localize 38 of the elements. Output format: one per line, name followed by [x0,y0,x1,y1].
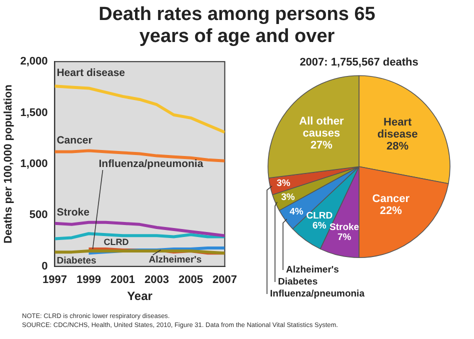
series-label: Heart disease [56,67,126,80]
x-tick-label: 2007 [212,274,238,286]
x-axis-title: Year [127,289,153,304]
slice-label: CLRD [306,210,333,222]
slice-label: Diabetes [278,276,318,288]
slice-label: All other causes [299,116,344,140]
x-tick-label: 2003 [144,274,169,286]
x-tick-label: 1999 [76,274,101,286]
chart-title: 2007: 1,755,567 deaths [300,56,418,69]
data-label: 28% [386,140,409,153]
y-tick-label: 2,000 [20,56,48,68]
slice-label: Alzheimer's [286,264,339,276]
x-tick-label: 2005 [178,274,203,286]
x-tick-label: 1997 [42,274,67,286]
series-label: Diabetes [56,256,96,267]
chart-title: Death rates among persons 65 years of age and over [98,4,376,48]
slice-label: Heart disease [377,116,418,141]
data-label: 3% [276,178,291,190]
data-label: 22% [380,205,402,218]
series-label: Alzheimer's [148,254,202,266]
y-axis-title: Deaths per 100,000 population [2,84,15,244]
x-tick-label: 2001 [110,274,135,286]
slice-label: Cancer [372,193,410,206]
data-label: 7% [337,232,352,243]
series-label: Stroke [56,206,90,218]
y-tick-label: 500 [29,209,48,222]
data-label: 4% [290,206,304,218]
y-tick-label: 0 [42,260,48,272]
y-tick-label: 1,500 [20,106,48,119]
y-tick-label: 1,000 [20,158,48,170]
slice-label: Stroke [330,222,360,233]
series-label: CLRD [104,237,130,248]
data-label: 3% [281,192,296,203]
data-label: 27% [310,140,333,152]
series-label: Cancer [56,134,92,147]
slice-label: Influenza/pneumonia [270,288,366,300]
data-label: 6% [312,220,327,232]
text: Influenza/pneumonia [98,158,204,170]
